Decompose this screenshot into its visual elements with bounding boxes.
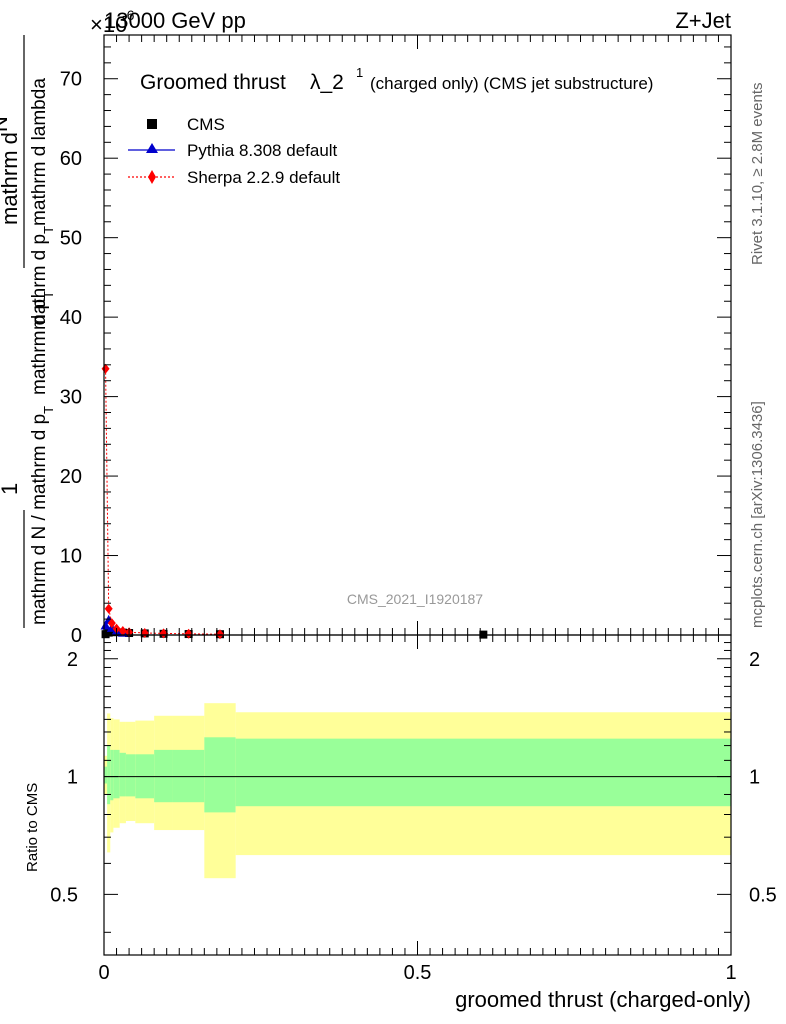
legend-sherpa-label: Sherpa 2.2.9 default [187,168,340,187]
plot-title-lambda: λ_2 [310,71,344,94]
main-y-tick-label: 40 [60,307,82,329]
axis-ticks [103,35,732,955]
ratio-y-tick-label: 0.5 [50,884,78,906]
ratio-y-tick-label-right: 2 [749,649,760,671]
sherpa-point [104,603,113,614]
ratio-inner-band-bin [154,749,173,803]
analysis-id: CMS_2021_I1920187 [347,591,483,607]
ratio-y-tick-label: 2 [67,649,78,671]
sherpa-point [184,628,193,639]
ratio-inner-band-bin [119,752,126,797]
main-y-tick-label: 0 [71,625,82,647]
exponent-prefix: ×10 [90,12,127,37]
sherpa-point [159,628,168,639]
ratio-inner-band-bin [204,737,236,813]
mcplots-url: mcplots.cern.ch [arXiv:1306.3436] [749,401,766,628]
x-tick-label: 0 [98,962,109,984]
sherpa-point [118,626,127,637]
ratio-inner-band-bin [107,745,111,805]
ratio-inner-band-bin [172,749,205,803]
pythia-point [100,620,111,630]
main-y-tick-label: 20 [60,466,82,488]
main-y-tick-label: 50 [60,228,82,250]
x-axis-label: groomed thrust (charged-only) [455,987,751,1012]
y-axis-label: mathrm dN mathrm d pTmathrm d lambda mat… [0,35,56,628]
plot-title-sub: (charged only) (CMS jet substructure) [370,74,653,93]
ylabel-pt: mathrm d pT [29,291,56,395]
ylabel-numerator: mathrm dN [0,116,22,225]
ylabel-lower: mathrm d N / mathrm d pT [29,406,56,625]
ylabel-one: 1 [0,483,22,495]
plot-title-sup: 1 [356,65,363,80]
sherpa-point [107,618,116,629]
exponent-value: -6 [122,7,135,23]
legend-cms-label: CMS [187,115,225,134]
legend-pythia-label: Pythia 8.308 default [187,141,338,160]
x-tick-label: 0.5 [404,962,432,984]
sherpa-point [215,629,224,640]
ratio-inner-band-bin [125,754,136,797]
main-y-tick-label: 10 [60,546,82,568]
sherpa-line [105,368,221,635]
legend-pythia-marker [146,143,158,153]
ratio-y-tick-label-right: 0.5 [749,884,777,906]
axis-tick-labels: 0 10 20 30 40 50 60 70 0 0.5 1 0.5 0.5 1 1 2 2 [50,69,777,984]
ratio-inner-band-bin [113,749,120,799]
ratio-inner-band-bin [235,738,732,807]
x-tick-label: 1 [725,962,736,984]
ylabel-denominator: mathrm d pTmathrm d lambda [29,78,56,330]
main-y-tick-label: 30 [60,387,82,409]
ratio-y-tick-label-right: 1 [749,767,760,789]
ratio-inner-band-bin [104,766,108,784]
main-y-tick-label: 60 [60,148,82,170]
energy-label: 13000 GeV pp [104,8,246,33]
ratio-ylabel: Ratio to CMS [24,783,41,872]
legend-cms-marker [147,119,157,129]
main-y-tick-label: 70 [60,69,82,91]
ratio-bands [104,703,732,879]
process-label: Z+Jet [675,8,731,33]
legend: CMS Pythia 8.308 default Sherpa 2.2.9 de… [128,115,340,187]
plot-title: Groomed thrust [140,71,286,94]
ratio-y-tick-label: 1 [67,767,78,789]
rivet-version: Rivet 3.1.10, ≥ 2.8M events [749,83,766,266]
ratio-inner-band-bin [110,749,114,801]
legend-sherpa-marker [148,170,156,184]
